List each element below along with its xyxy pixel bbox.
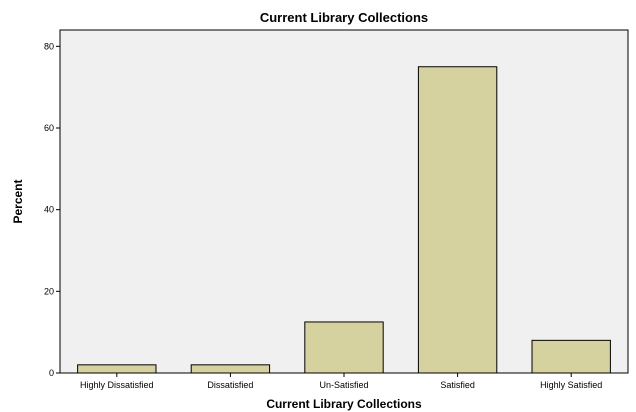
y-tick-label-1: 20	[44, 286, 54, 296]
bar-satisfied	[417, 66, 498, 374]
y-tick-label-0: 0	[49, 368, 54, 378]
x-tick-label-4: Highly Satisfied	[540, 380, 602, 390]
x-tick-label-0: Highly Dissatisfied	[80, 380, 154, 390]
x-tick-label-1: Dissatisfied	[207, 380, 253, 390]
plot-area	[59, 29, 629, 374]
y-axis: 0 20 40 60 80	[44, 41, 60, 378]
y-axis-title: Percent	[11, 179, 25, 223]
bar-dissatisfied	[190, 364, 271, 374]
y-tick-label-2: 40	[44, 205, 54, 215]
chart-title: Current Library Collections	[260, 10, 428, 25]
y-tick-label-4: 80	[44, 41, 54, 51]
x-tick-label-3: Satisfied	[440, 380, 475, 390]
x-axis-title: Current Library Collections	[266, 397, 422, 411]
x-tick-label-2: Un-Satisfied	[319, 380, 368, 390]
bar-highly-satisfied	[531, 339, 611, 374]
x-axis: Highly Dissatisfied Dissatisfied Un-Satisf…	[80, 373, 602, 390]
bars-layer	[77, 66, 611, 374]
bar-un-satisfied	[304, 321, 384, 374]
bar-highly-dissatisfied	[77, 364, 157, 374]
y-tick-label-3: 60	[44, 123, 54, 133]
